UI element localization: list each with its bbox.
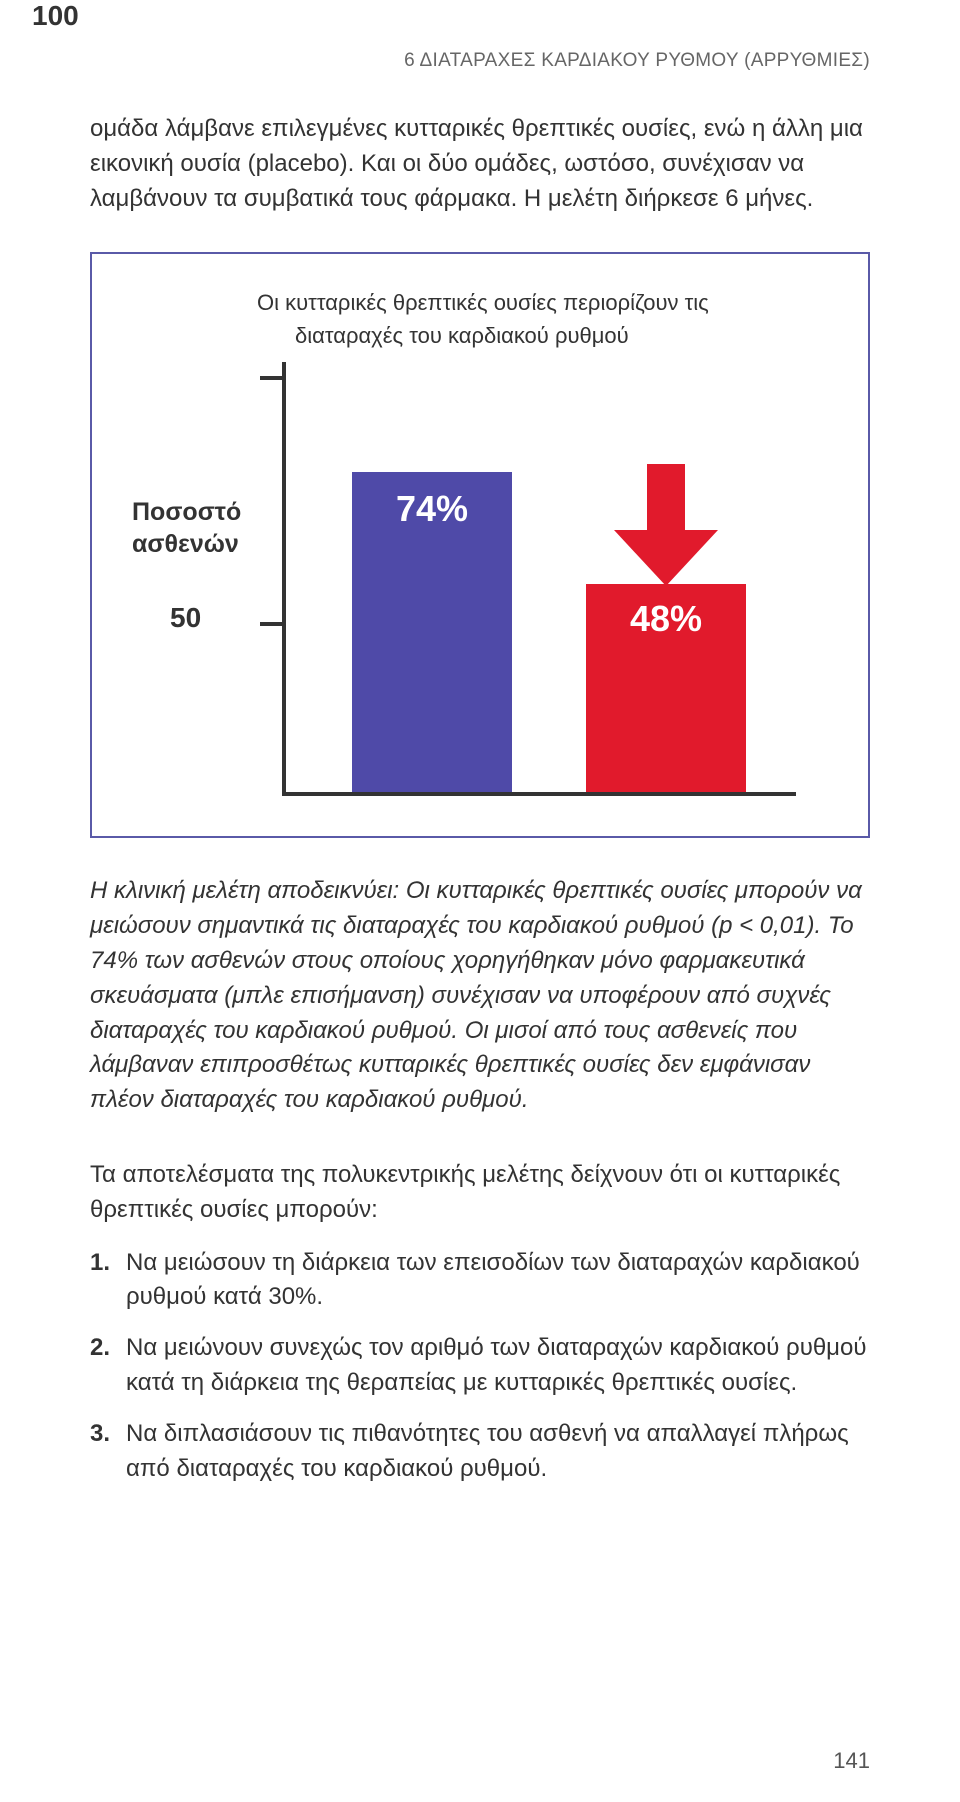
down-arrow-icon [614, 464, 718, 584]
tick-mark-50 [260, 622, 286, 626]
chart-top-row: 100 Οι κυτταρικές θρεπτικές ουσίες περιο… [122, 282, 838, 352]
page-number: 141 [833, 1748, 870, 1774]
list-number: 2. [90, 1331, 110, 1366]
arrow-shaft [647, 464, 685, 534]
y-tick-100: 100 [32, 0, 79, 32]
list-text: Να διπλασιάσουν τις πιθανότητες του ασθε… [126, 1420, 849, 1482]
list-text: Να μειώσουν τη διάρκεια των επεισοδίων τ… [126, 1249, 860, 1311]
list-item: 1. Να μειώσουν τη διάρκεια των επεισοδίω… [90, 1246, 870, 1316]
list-item: 3. Να διπλασιάσουν τις πιθανότητες του α… [90, 1417, 870, 1487]
chart-title: Οι κυτταρικές θρεπτικές ουσίες περιορίζο… [257, 282, 838, 352]
list-text: Να μειώνουν συνεχώς τον αριθμό των διατα… [126, 1334, 866, 1396]
chart-frame: 100 Οι κυτταρικές θρεπτικές ουσίες περιο… [90, 252, 870, 838]
arrow-head [614, 530, 718, 586]
y-axis-label-line1: Ποσοστό [132, 497, 241, 528]
y-axis-label-line2: ασθενών [132, 529, 241, 560]
chart-title-line1: Οι κυτταρικές θρεπτικές ουσίες περιορίζο… [257, 290, 709, 315]
list-item: 2. Να μειώνουν συνεχώς τον αριθμό των δι… [90, 1331, 870, 1401]
chapter-header: 6 ΔΙΑΤΑΡΑΧΕΣ ΚΑΡΔΙΑΚΟΥ ΡΥΘΜΟΥ (ΑΡΡΥΘΜΙΕΣ… [90, 50, 870, 72]
document-page: 6 ΔΙΑΤΑΡΑΧΕΣ ΚΑΡΔΙΑΚΟΥ ΡΥΘΜΟΥ (ΑΡΡΥΘΜΙΕΣ… [0, 0, 960, 1802]
chart-title-line2: διαταραχές του καρδιακού ρυθμού [295, 319, 838, 352]
chart-area: Ποσοστό ασθενών 50 74% 48% [122, 362, 838, 802]
chart-plot: 74% 48% [282, 362, 796, 796]
list-number: 1. [90, 1246, 110, 1281]
tick-mark-100 [260, 376, 286, 380]
bar-74-percent: 74% [352, 472, 512, 792]
y-tick-50: 50 [170, 602, 201, 634]
figure-caption: Η κλινική μελέτη αποδεικνύει: Οι κυτταρι… [90, 874, 870, 1118]
bar-label-2: 48% [586, 598, 746, 640]
bar-48-percent: 48% [586, 584, 746, 792]
intro-paragraph: ομάδα λάμβανε επιλεγμένες κυτταρικές θρε… [90, 112, 870, 216]
y-axis-label: Ποσοστό ασθενών [132, 497, 241, 560]
bar-label-1: 74% [352, 488, 512, 530]
list-number: 3. [90, 1417, 110, 1452]
results-intro: Τα αποτελέσματα της πολυκεντρικής μελέτη… [90, 1158, 870, 1228]
findings-list: 1. Να μειώσουν τη διάρκεια των επεισοδίω… [90, 1246, 870, 1487]
